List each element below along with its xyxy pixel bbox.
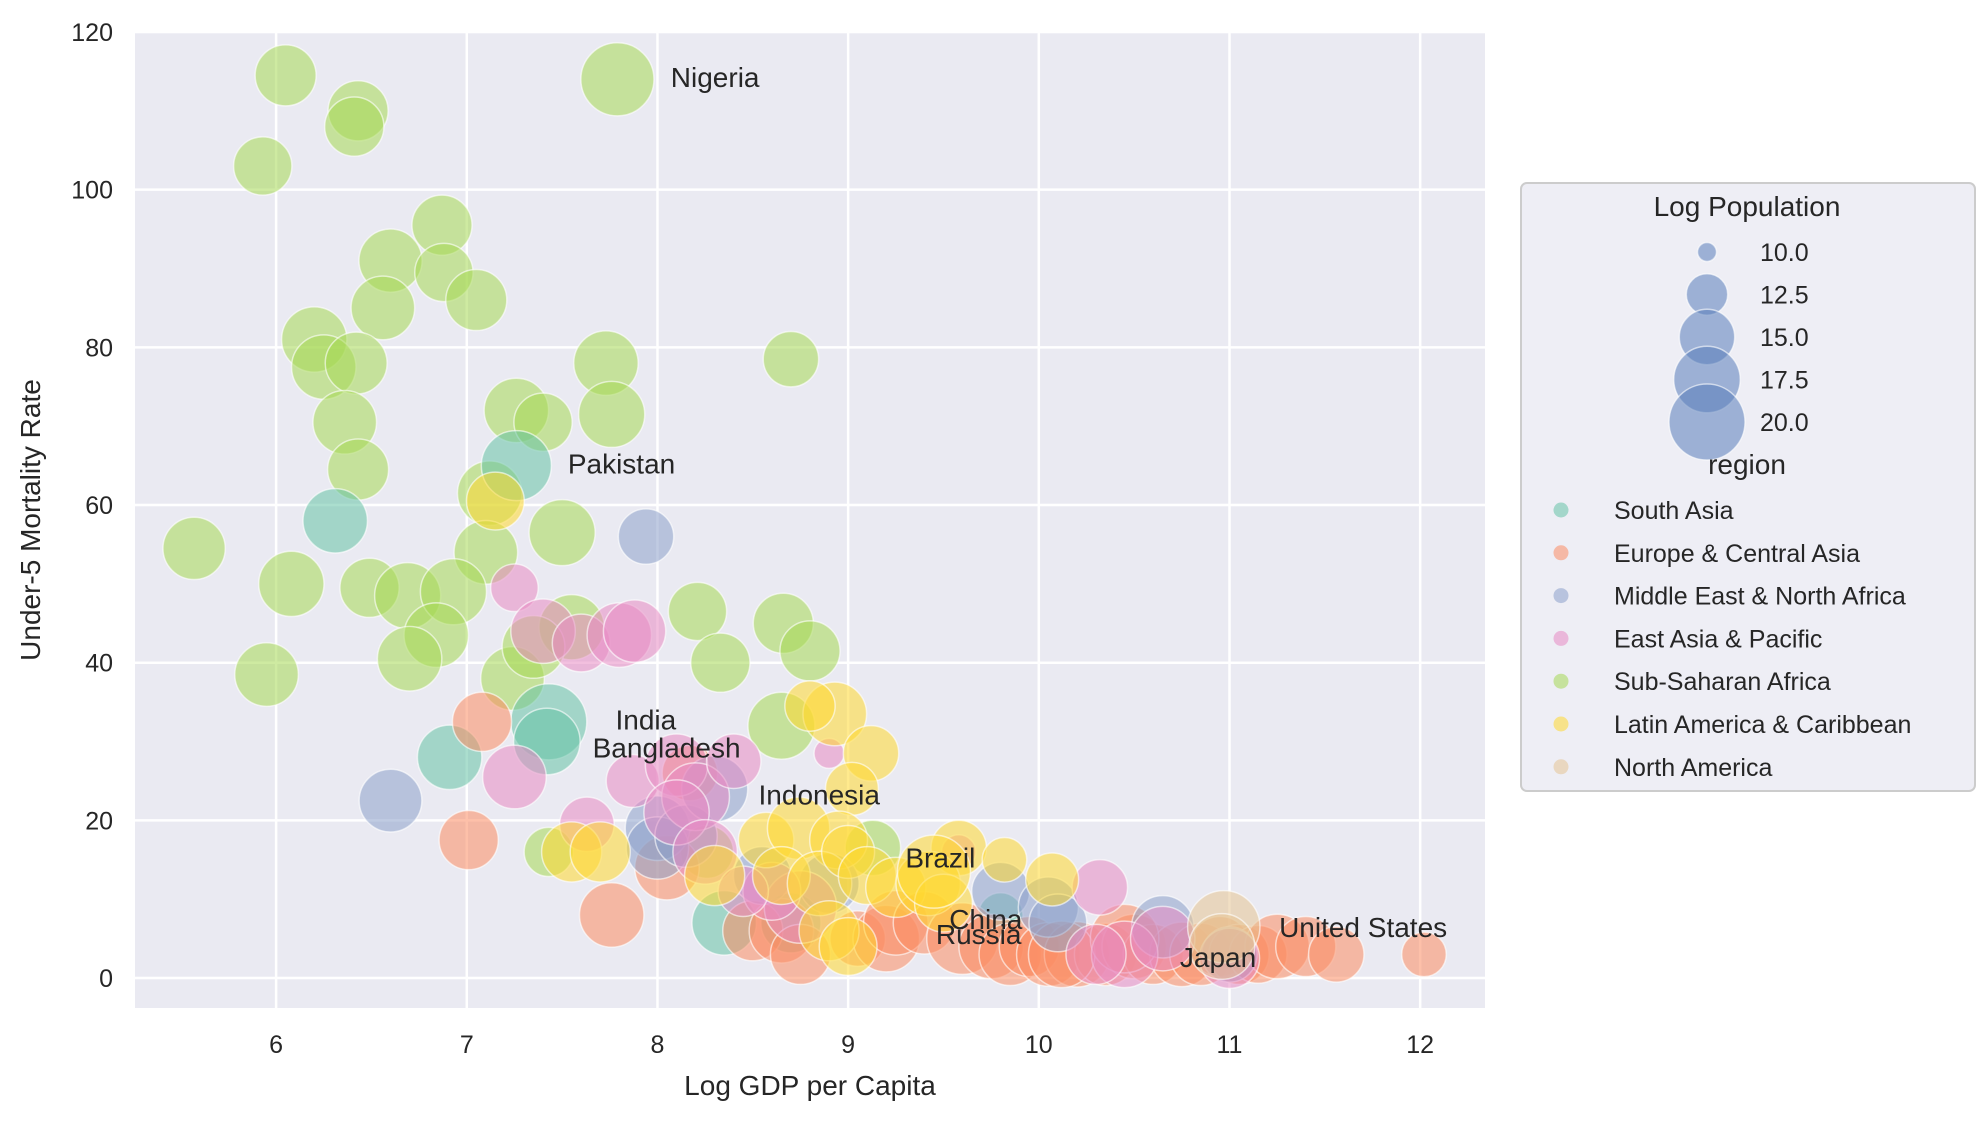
hue-legend-label: Europe & Central Asia <box>1614 540 1860 568</box>
data-point <box>324 331 388 395</box>
country-annotation: China <box>949 904 1023 935</box>
data-point <box>1400 931 1448 978</box>
hue-legend-marker <box>1553 545 1569 561</box>
data-point <box>569 821 632 883</box>
data-point <box>667 581 728 642</box>
country-annotation: Brazil <box>905 843 975 874</box>
x-tick-label: 11 <box>1217 1031 1243 1059</box>
data-point <box>358 768 423 833</box>
size-legend: 10.0 12.5 15.0 17.5 20.0 <box>1668 239 1809 461</box>
size-legend-label: 20.0 <box>1760 409 1809 437</box>
size-legend-marker <box>1668 383 1746 461</box>
x-tick-label: 9 <box>841 1031 855 1059</box>
data-point <box>528 498 596 567</box>
data-point <box>234 641 300 708</box>
country-annotation: India <box>616 705 677 736</box>
country-annotation: United States <box>1279 912 1447 943</box>
hue-legend-label: North America <box>1614 754 1772 782</box>
hue-legend-label: East Asia & Pacific <box>1614 625 1822 653</box>
data-point <box>232 136 293 196</box>
data-point <box>1071 858 1129 916</box>
data-point <box>1065 923 1127 986</box>
legend: Log Population 10.0 12.5 15.0 17.5 20.0 regi… <box>1520 182 1976 792</box>
data-point <box>705 733 762 790</box>
hue-legend-label: South Asia <box>1614 497 1734 525</box>
size-legend-label: 12.5 <box>1760 282 1809 310</box>
data-point <box>302 487 369 554</box>
x-tick-label: 7 <box>460 1031 474 1059</box>
data-point <box>323 96 385 157</box>
data-point <box>451 691 513 753</box>
size-legend-title: Log Population <box>1654 191 1841 222</box>
hue-legend-marker <box>1553 588 1569 604</box>
hue-legend-marker <box>1553 673 1569 689</box>
y-tick-label: 20 <box>85 807 113 835</box>
data-point <box>1188 912 1256 981</box>
data-point <box>577 380 646 449</box>
data-point <box>602 599 667 664</box>
y-tick-label: 60 <box>85 492 113 520</box>
legend-box <box>1520 182 1976 792</box>
y-ticks: 0 20 40 60 80 100 120 <box>71 19 113 993</box>
data-point <box>896 834 972 909</box>
hue-legend-marker <box>1553 502 1569 518</box>
hue-legend-marker <box>1553 759 1569 775</box>
data-point <box>257 550 325 618</box>
hue-legend-label: Latin America & Caribbean <box>1614 711 1911 739</box>
hue-legend-label: Middle East & North Africa <box>1614 583 1906 611</box>
data-point <box>762 330 820 388</box>
y-tick-label: 40 <box>85 650 113 678</box>
data-point <box>489 563 539 613</box>
data-point <box>683 844 746 907</box>
country-annotation: Russia <box>936 919 1022 950</box>
country-annotation: Indonesia <box>759 780 881 811</box>
data-point <box>779 620 841 682</box>
country-annotation: Japan <box>1180 942 1256 973</box>
y-tick-label: 100 <box>71 177 113 205</box>
data-point <box>350 275 416 341</box>
x-tick-label: 10 <box>1025 1031 1053 1059</box>
y-tick-label: 120 <box>71 19 113 47</box>
size-legend-marker <box>1696 241 1718 263</box>
data-point <box>617 508 675 566</box>
size-legend-label: 15.0 <box>1760 324 1809 352</box>
country-annotation: Bangladesh <box>593 732 741 763</box>
y-tick-label: 80 <box>85 334 113 362</box>
country-annotation: Nigeria <box>671 62 760 93</box>
size-legend-label: 17.5 <box>1760 367 1809 395</box>
data-point <box>1307 925 1365 983</box>
y-axis-label: Under-5 Mortality Rate <box>15 379 46 661</box>
data-point <box>818 916 878 977</box>
data-point <box>465 471 526 531</box>
x-ticks: 6 7 8 9 10 11 12 <box>269 1031 1434 1059</box>
data-point <box>578 882 645 948</box>
data-points <box>162 42 1448 990</box>
data-point <box>690 632 751 694</box>
hue-legend-marker <box>1553 630 1569 646</box>
hue-legend: South Asia Europe & Central Asia Middle Ea… <box>1553 497 1911 782</box>
hue-legend-marker <box>1553 716 1569 732</box>
x-tick-label: 8 <box>651 1031 665 1059</box>
data-point <box>1024 852 1080 907</box>
data-point <box>438 809 500 871</box>
data-point <box>580 42 655 117</box>
data-point <box>254 44 317 107</box>
data-point <box>481 744 547 810</box>
hue-legend-label: Sub-Saharan Africa <box>1614 668 1831 696</box>
hue-legend-title: region <box>1708 449 1786 480</box>
x-tick-label: 6 <box>269 1031 283 1059</box>
data-point <box>162 516 227 581</box>
x-tick-label: 12 <box>1406 1031 1434 1059</box>
country-annotation: Pakistan <box>568 448 675 479</box>
size-legend-label: 10.0 <box>1760 239 1809 267</box>
data-point <box>981 836 1028 883</box>
data-point <box>445 268 508 332</box>
y-tick-label: 0 <box>99 965 113 993</box>
x-axis-label: Log GDP per Capita <box>684 1070 936 1101</box>
data-point <box>784 680 836 732</box>
data-point <box>376 625 443 692</box>
